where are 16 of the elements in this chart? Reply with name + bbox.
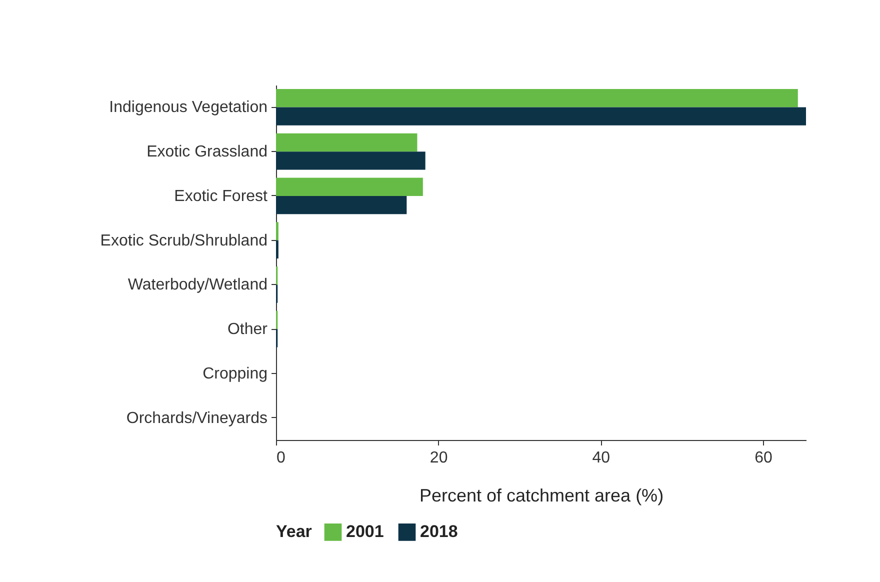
- legend-title: Year: [276, 522, 312, 541]
- x-tick-label: 20: [430, 450, 448, 466]
- y-tick-label: Orchards/Vineyards: [126, 410, 268, 427]
- y-tick-label: Other: [227, 321, 268, 338]
- y-tick-label: Exotic Forest: [174, 188, 268, 205]
- y-tick-label: Cropping: [202, 365, 268, 382]
- x-tick-label: 60: [754, 450, 772, 466]
- legend-label: 2018: [420, 522, 458, 542]
- legend-label: 2001: [346, 522, 384, 542]
- y-tick-label: Exotic Grassland: [146, 144, 268, 161]
- x-tick-label: 40: [592, 450, 610, 466]
- y-tick-label: Indigenous Vegetation: [109, 99, 268, 116]
- y-tick-label: Waterbody/Wetland: [128, 276, 268, 294]
- y-tick-label: Exotic Scrub/Shrubland: [100, 232, 268, 250]
- x-tick-label: 0: [276, 450, 286, 466]
- x-axis-title: Percent of catchment area (%): [419, 486, 664, 506]
